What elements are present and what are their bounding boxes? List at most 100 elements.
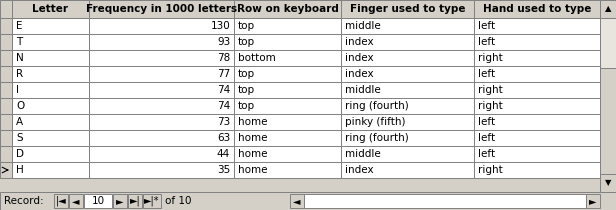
Text: ◄: ◄	[72, 196, 79, 206]
Bar	[12, 50, 89, 66]
Bar	[474, 0, 600, 18]
Bar	[474, 18, 600, 34]
Text: A: A	[16, 117, 23, 127]
Bar	[12, 162, 89, 178]
Bar	[0, 18, 12, 34]
Bar	[304, 194, 586, 208]
Text: left: left	[477, 117, 495, 127]
Bar	[89, 18, 234, 34]
Bar	[12, 66, 89, 82]
Text: middle: middle	[346, 85, 381, 95]
Bar	[234, 66, 341, 82]
Bar	[341, 50, 474, 66]
Text: ◄: ◄	[293, 196, 301, 206]
Text: 35: 35	[217, 165, 230, 175]
Text: O: O	[16, 101, 24, 111]
Text: Finger used to type: Finger used to type	[350, 4, 465, 14]
Bar	[89, 162, 234, 178]
Text: right: right	[477, 165, 502, 175]
Text: index: index	[346, 165, 374, 175]
Text: left: left	[477, 133, 495, 143]
Text: ▲: ▲	[605, 4, 611, 13]
Bar	[341, 82, 474, 98]
Bar	[600, 174, 616, 192]
Bar	[12, 98, 89, 114]
Bar	[0, 0, 12, 18]
Bar	[0, 114, 12, 130]
Text: middle: middle	[346, 149, 381, 159]
Text: 130: 130	[211, 21, 230, 31]
Bar	[12, 82, 89, 98]
Text: pinky (fifth): pinky (fifth)	[346, 117, 406, 127]
Text: left: left	[477, 37, 495, 47]
Text: middle: middle	[346, 21, 381, 31]
Bar	[128, 194, 142, 208]
Text: ►: ►	[590, 196, 597, 206]
Bar	[69, 194, 83, 208]
Bar	[12, 34, 89, 50]
Bar	[474, 162, 600, 178]
Bar	[12, 130, 89, 146]
Bar	[234, 130, 341, 146]
Text: 74: 74	[217, 85, 230, 95]
Text: Frequency in 1000 letters: Frequency in 1000 letters	[86, 4, 237, 14]
Bar	[113, 194, 127, 208]
Text: ►: ►	[116, 196, 124, 206]
Text: Row on keyboard: Row on keyboard	[237, 4, 339, 14]
Text: top: top	[238, 101, 255, 111]
Text: Record:: Record:	[4, 196, 44, 206]
Text: 63: 63	[217, 133, 230, 143]
Bar	[89, 130, 234, 146]
Text: 77: 77	[217, 69, 230, 79]
Text: 74: 74	[217, 101, 230, 111]
Bar	[0, 66, 12, 82]
Bar	[341, 130, 474, 146]
Text: ring (fourth): ring (fourth)	[346, 101, 409, 111]
Text: E: E	[16, 21, 23, 31]
Bar	[474, 98, 600, 114]
Text: right: right	[477, 53, 502, 63]
Text: S: S	[16, 133, 23, 143]
Text: 93: 93	[217, 37, 230, 47]
Text: left: left	[477, 149, 495, 159]
Text: N: N	[16, 53, 24, 63]
Bar	[0, 98, 12, 114]
Text: T: T	[16, 37, 22, 47]
Bar	[0, 130, 12, 146]
Bar	[0, 50, 12, 66]
Text: index: index	[346, 53, 374, 63]
Text: D: D	[16, 149, 24, 159]
Text: top: top	[238, 69, 255, 79]
Text: top: top	[238, 85, 255, 95]
Bar	[234, 98, 341, 114]
Bar	[341, 114, 474, 130]
Bar	[234, 146, 341, 162]
Bar	[0, 34, 12, 50]
Bar	[341, 0, 474, 18]
Bar	[234, 34, 341, 50]
Text: index: index	[346, 69, 374, 79]
Text: ►|: ►|	[129, 196, 140, 206]
Text: 73: 73	[217, 117, 230, 127]
Bar	[89, 82, 234, 98]
Text: index: index	[346, 37, 374, 47]
Bar	[474, 66, 600, 82]
Bar	[586, 194, 600, 208]
Text: home: home	[238, 133, 268, 143]
Bar	[0, 146, 12, 162]
Text: ring (fourth): ring (fourth)	[346, 133, 409, 143]
Text: |◄: |◄	[55, 196, 67, 206]
Bar	[89, 114, 234, 130]
Bar	[341, 146, 474, 162]
Bar	[474, 146, 600, 162]
Bar	[600, 0, 616, 192]
Bar	[234, 0, 341, 18]
Bar	[234, 114, 341, 130]
Bar	[341, 162, 474, 178]
Text: 44: 44	[217, 149, 230, 159]
Text: bottom: bottom	[238, 53, 276, 63]
Bar	[474, 130, 600, 146]
Bar	[341, 34, 474, 50]
Bar	[600, 0, 616, 18]
Bar	[54, 194, 68, 208]
